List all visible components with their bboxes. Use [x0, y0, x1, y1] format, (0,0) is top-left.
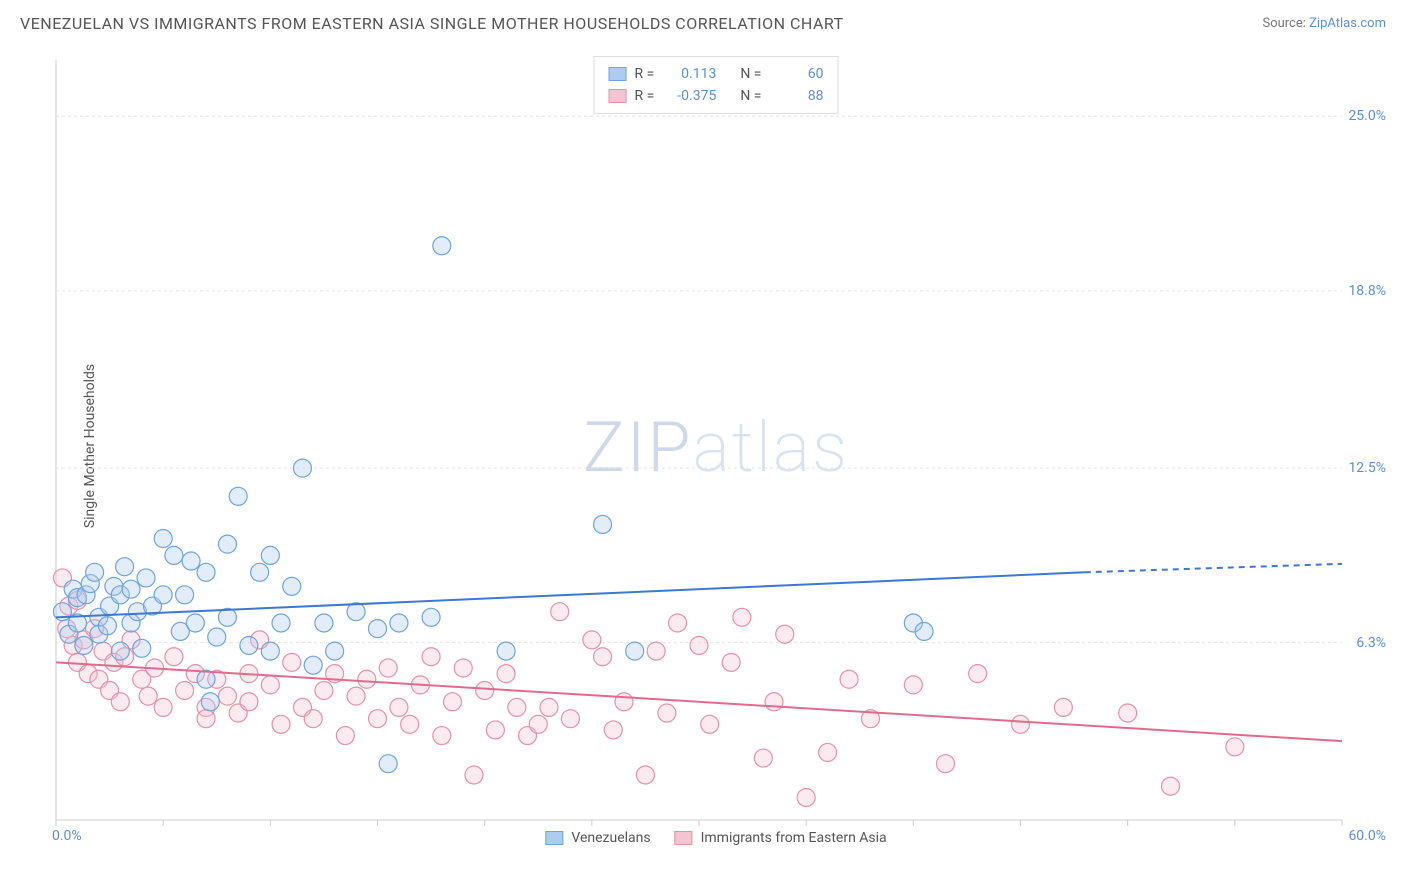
legend-item-1: Immigrants from Eastern Asia: [675, 830, 887, 846]
x-axis-max: 60.0%: [1348, 828, 1386, 844]
swatch-series-1: [609, 89, 627, 103]
n-label: N =: [740, 63, 761, 85]
swatch-series-1: [675, 831, 693, 845]
n-value-0: 60: [769, 63, 823, 85]
scatter-plot: [46, 48, 1386, 848]
chart-area: ZIPatlas R = 0.113 N = 60 R = -0.375 N =…: [46, 48, 1386, 848]
y-tick-label: 12.5%: [1348, 460, 1386, 476]
r-label: R =: [635, 85, 655, 107]
y-tick-label: 6.3%: [1356, 635, 1386, 651]
source-prefix: Source:: [1262, 16, 1309, 31]
source-attribution: Source: ZipAtlas.com: [1262, 16, 1386, 31]
source-link[interactable]: ZipAtlas.com: [1309, 16, 1386, 31]
r-label: R =: [635, 63, 655, 85]
legend-row-series-1: R = -0.375 N = 88: [609, 85, 824, 107]
series-0-label: Venezuelans: [571, 830, 650, 846]
series-1-label: Immigrants from Eastern Asia: [701, 830, 887, 846]
n-label: N =: [740, 85, 761, 107]
correlation-legend: R = 0.113 N = 60 R = -0.375 N = 88: [594, 56, 839, 114]
legend-row-series-0: R = 0.113 N = 60: [609, 63, 824, 85]
y-tick-label: 18.8%: [1348, 283, 1386, 299]
swatch-series-0: [545, 831, 563, 845]
y-tick-label: 25.0%: [1348, 108, 1386, 124]
series-legend: Venezuelans Immigrants from Eastern Asia: [545, 830, 886, 846]
n-value-1: 88: [769, 85, 823, 107]
r-value-1: -0.375: [662, 85, 716, 107]
chart-title: VENEZUELAN VS IMMIGRANTS FROM EASTERN AS…: [20, 14, 844, 33]
x-axis-min: 0.0%: [52, 828, 82, 844]
r-value-0: 0.113: [662, 63, 716, 85]
swatch-series-0: [609, 67, 627, 81]
legend-item-0: Venezuelans: [545, 830, 650, 846]
